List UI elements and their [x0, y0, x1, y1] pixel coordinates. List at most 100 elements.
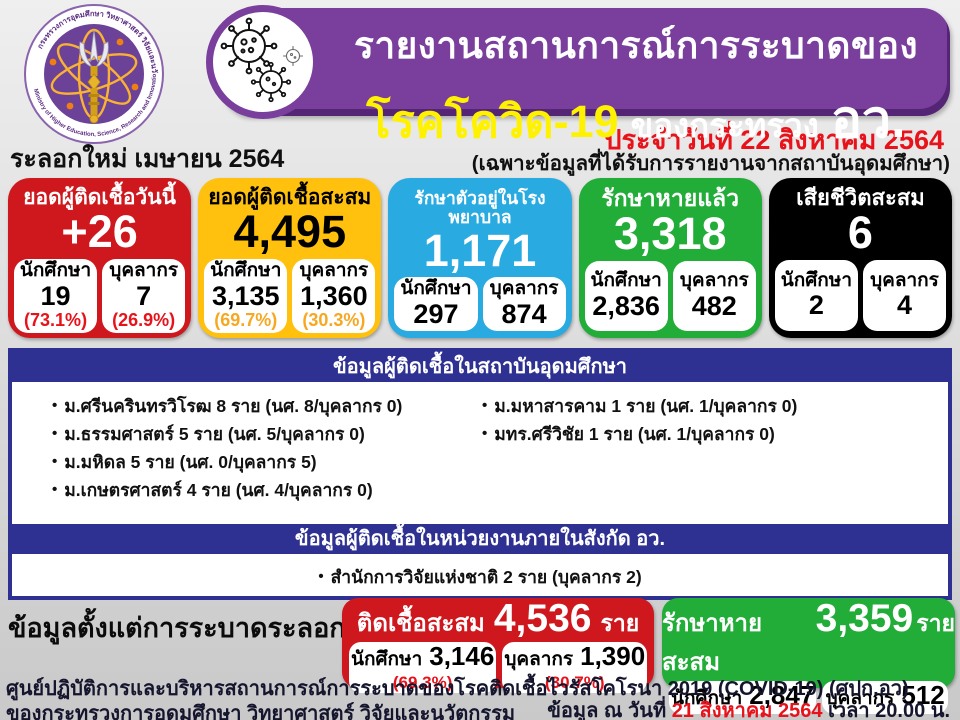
staff-pct: (30.7%) — [545, 673, 605, 692]
stat-card-value: 6 — [847, 207, 873, 259]
staff-box: บุคลากร 7 (26.9%) — [102, 258, 186, 333]
universities-section-body: ม.ศรีนครินทรวิโรฒ 8 ราย (นศ. 8/บุคลากร 0… — [12, 382, 948, 524]
list-item: ม.ศรีนครินทรวิโรฒ 8 ราย (นศ. 8/บุคลากร 0… — [52, 392, 472, 420]
students-box: นักศึกษา 19 (73.1%) — [14, 258, 98, 333]
students-label: นักศึกษา — [590, 270, 662, 292]
list-item: ม.มหิดล 5 ราย (นศ. 0/บุคลากร 5) — [52, 448, 472, 476]
staff-label: บุคลากร — [825, 688, 895, 709]
recovered-title: รักษาหายสะสม — [662, 610, 763, 676]
asof-prefix: ข้อมูล ณ วันที่ — [547, 700, 672, 720]
list-item: มทร.ศรีวิชัย 1 ราย (นศ. 1/บุคลากร 0) — [482, 420, 932, 448]
students-label: นักศึกษา — [671, 688, 743, 709]
report-date-note: (เฉพาะข้อมูลที่ได้รับการรายงานจากสถาบันอ… — [471, 152, 950, 175]
staff-box: บุคลากร 482 — [672, 261, 756, 331]
list-item: ม.ธรรมศาสตร์ 5 ราย (นศ. 5/บุคลากร 0) — [52, 420, 472, 448]
first-wave-infected-pill: ติดเชื้อสะสม 4,536 ราย นักศึกษา 3,146 (6… — [342, 597, 654, 693]
students-box: นักศึกษา 2 — [774, 260, 858, 331]
stat-card-title: ยอดผู้ติดเชื้อวันนี้ — [23, 186, 176, 209]
students-box: นักศึกษา 3,146 (69.3%) — [349, 641, 497, 693]
virus-icon — [206, 5, 320, 119]
students-value: 2,847 — [749, 680, 815, 710]
banner-title-line1: รายงานสถานการณ์การระบาดของ — [353, 25, 919, 66]
stat-card-hospitalized: รักษาตัวอยู่ในโรงพยาบาล 1,171 นักศึกษา 2… — [388, 178, 572, 338]
stat-card-value: 1,171 — [423, 224, 537, 276]
staff-value: 1,360 — [300, 280, 368, 311]
banner-title-mid: ของกระทรวง — [630, 107, 819, 144]
stat-card-cumulative: ยอดผู้ติดเชื้อสะสม 4,495 นักศึกษา 3,135 … — [198, 178, 382, 338]
universities-section-header: ข้อมูลผู้ติดเชื้อในสถาบันอุดมศึกษา — [12, 352, 948, 382]
asof-date: 21 สิงหาคม 2564 — [671, 700, 823, 720]
infection-details-box: ข้อมูลผู้ติดเชื้อในสถาบันอุดมศึกษา ม.ศรี… — [8, 348, 952, 600]
title-banner — [222, 8, 950, 116]
staff-value: 482 — [691, 290, 737, 321]
staff-value: 4 — [896, 290, 912, 321]
stat-card-today: ยอดผู้ติดเชื้อวันนี้ +26 นักศึกษา 19 (73… — [8, 178, 192, 338]
staff-box: บุคลากร 874 — [482, 277, 566, 332]
infected-unit: ราย — [600, 610, 640, 636]
banner-text: รายงานสถานการณ์การระบาดของ โรคโควิด-19 ข… — [330, 8, 942, 149]
infected-title: ติดเชื้อสะสม — [356, 610, 485, 637]
agencies-list: สำนักการวิจัยแห่งชาติ 2 ราย (บุคลากร 2) — [318, 563, 642, 591]
stat-card-deaths: เสียชีวิตสะสม 6 นักศึกษา 2 บุคลากร 4 — [768, 178, 953, 338]
students-value: 297 — [413, 299, 459, 330]
staff-value: 874 — [501, 299, 547, 330]
agencies-section-body: สำนักการวิจัยแห่งชาติ 2 ราย (บุคลากร 2) — [12, 554, 948, 600]
staff-label: บุคลากร — [489, 278, 559, 300]
stat-cards-row: ยอดผู้ติดเชื้อวันนี้ +26 นักศึกษา 19 (73… — [8, 178, 953, 338]
staff-label: บุคลากร — [679, 270, 749, 292]
agencies-section-header: ข้อมูลผู้ติดเชื้อในหน่วยงานภายในสังกัด อ… — [12, 524, 948, 554]
staff-label: บุคลากร — [109, 259, 179, 281]
stat-card-recovered: รักษาหายแล้ว 3,318 นักศึกษา 2,836 บุคลาก… — [578, 178, 762, 338]
students-label: นักศึกษา — [351, 649, 423, 670]
students-pct: (69.7%) — [214, 310, 278, 331]
students-box: นักศึกษา 3,135 (69.7%) — [204, 258, 288, 333]
footer-org-line1: ศูนย์ปฏิบัติการและบริหารสถานการณ์การระบา… — [6, 678, 909, 700]
orbit-electrons-icon — [49, 38, 139, 110]
stat-card-title: เสียชีวิตสะสม — [796, 185, 925, 210]
staff-value: 1,390 — [580, 641, 646, 671]
recovered-value: 3,359 — [815, 597, 914, 640]
staff-pct: (30.3%) — [302, 310, 366, 331]
report-date: ประจำวันที่ 22 สิงหาคม 2564 — [604, 125, 944, 155]
wave-label: ระลอกใหม่ เมษายน 2564 — [10, 145, 285, 173]
staff-box: บุคลากร 1,390 (30.7%) — [502, 641, 648, 693]
students-box: นักศึกษา 297 — [394, 277, 478, 332]
banner-ministry-abbr: อว. — [830, 91, 906, 149]
banner-disease-name: โรคโควิด-19 — [366, 96, 619, 147]
recovered-unit: ราย — [916, 610, 955, 636]
stat-card-title: รักษาตัวอยู่ในโรงพยาบาล — [414, 188, 546, 228]
footer-org-line2: ของกระทรวงการอุดมศึกษา วิทยาศาสตร์ วิจัย… — [6, 703, 516, 720]
data-as-of: ข้อมูล ณ วันที่ 21 สิงหาคม 2564 เวลา 20.… — [547, 694, 950, 720]
students-pct: (73.1%) — [24, 310, 88, 331]
infected-value: 4,536 — [493, 597, 592, 640]
students-label: นักศึกษา — [19, 259, 92, 281]
staff-value: 512 — [901, 680, 945, 710]
students-value: 19 — [40, 280, 71, 311]
students-pct: (69.3%) — [392, 673, 453, 692]
list-item: ม.เกษตรศาสตร์ 4 ราย (นศ. 4/บุคลากร 0) — [52, 476, 472, 504]
students-box: นักศึกษา 2,836 — [584, 261, 668, 331]
students-value: 3,146 — [429, 641, 495, 671]
staff-label: บุคลากร — [299, 259, 369, 281]
stat-card-title: ยอดผู้ติดเชื้อสะสม — [208, 186, 372, 209]
students-value: 3,135 — [211, 280, 280, 311]
trident-icon — [79, 29, 109, 124]
students-value: 2,836 — [592, 290, 660, 321]
stat-card-title: รักษาหายแล้ว — [601, 185, 740, 211]
staff-label: บุคลากร — [870, 269, 939, 291]
list-item: สำนักการวิจัยแห่งชาติ 2 ราย (บุคลากร 2) — [318, 563, 642, 591]
students-value: 2 — [808, 290, 824, 321]
asof-suffix: เวลา 20.00 น. — [822, 700, 950, 720]
students-label: นักศึกษา — [210, 259, 282, 281]
students-label: นักศึกษา — [400, 278, 472, 300]
staff-box: บุคลากร 512 — [822, 681, 948, 714]
staff-label: บุคลากร — [504, 649, 574, 670]
staff-value: 7 — [136, 280, 152, 311]
universities-list-right: ม.มหาสารคาม 1 ราย (นศ. 1/บุคลากร 0)มทร.ศ… — [482, 392, 932, 448]
students-label: นักศึกษา — [780, 269, 852, 291]
list-item: ม.มหาสารคาม 1 ราย (นศ. 1/บุคลากร 0) — [482, 392, 932, 420]
ministry-logo: กระทรวงการอุดมศึกษา วิทยาศาสตร์ วิจัยและ… — [24, 4, 164, 144]
stat-card-value: 3,318 — [613, 208, 727, 260]
students-box: นักศึกษา 2,847 — [669, 680, 817, 714]
